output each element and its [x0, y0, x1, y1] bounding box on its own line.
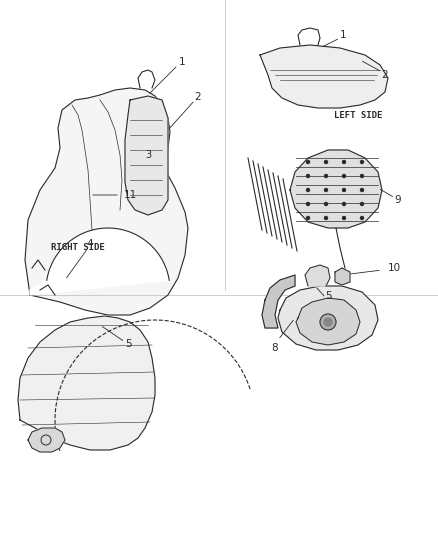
Text: 9: 9 [395, 195, 401, 205]
Circle shape [360, 160, 364, 164]
Polygon shape [25, 88, 188, 315]
Polygon shape [278, 286, 378, 350]
Circle shape [324, 318, 332, 326]
Text: 8: 8 [272, 343, 278, 353]
Polygon shape [260, 45, 388, 108]
Circle shape [325, 203, 328, 206]
Text: 2: 2 [381, 70, 389, 80]
Circle shape [360, 216, 364, 220]
Text: 3: 3 [145, 150, 151, 160]
Polygon shape [296, 298, 360, 345]
Text: 5: 5 [325, 291, 331, 301]
Polygon shape [335, 268, 350, 285]
Circle shape [343, 174, 346, 177]
Circle shape [360, 189, 364, 191]
Polygon shape [290, 150, 382, 228]
Polygon shape [262, 275, 295, 328]
Circle shape [325, 174, 328, 177]
Circle shape [307, 174, 310, 177]
Polygon shape [305, 265, 330, 286]
Circle shape [343, 189, 346, 191]
Circle shape [325, 189, 328, 191]
Text: 2: 2 [194, 92, 201, 102]
Text: RIGHT SIDE: RIGHT SIDE [51, 244, 105, 253]
Circle shape [343, 203, 346, 206]
Circle shape [307, 189, 310, 191]
Polygon shape [125, 96, 168, 215]
Circle shape [307, 203, 310, 206]
Text: 5: 5 [125, 339, 131, 349]
Text: 10: 10 [388, 263, 401, 273]
Circle shape [325, 160, 328, 164]
Text: 11: 11 [124, 190, 137, 200]
Polygon shape [30, 228, 169, 295]
Text: 1: 1 [179, 57, 185, 67]
Polygon shape [18, 316, 155, 450]
Circle shape [343, 160, 346, 164]
Circle shape [307, 160, 310, 164]
Circle shape [307, 216, 310, 220]
Circle shape [360, 203, 364, 206]
Text: 4: 4 [87, 239, 93, 249]
Circle shape [320, 314, 336, 330]
Text: LEFT SIDE: LEFT SIDE [334, 110, 382, 119]
Circle shape [360, 174, 364, 177]
Circle shape [343, 216, 346, 220]
Circle shape [325, 216, 328, 220]
Text: 1: 1 [340, 30, 346, 40]
Polygon shape [28, 428, 65, 452]
